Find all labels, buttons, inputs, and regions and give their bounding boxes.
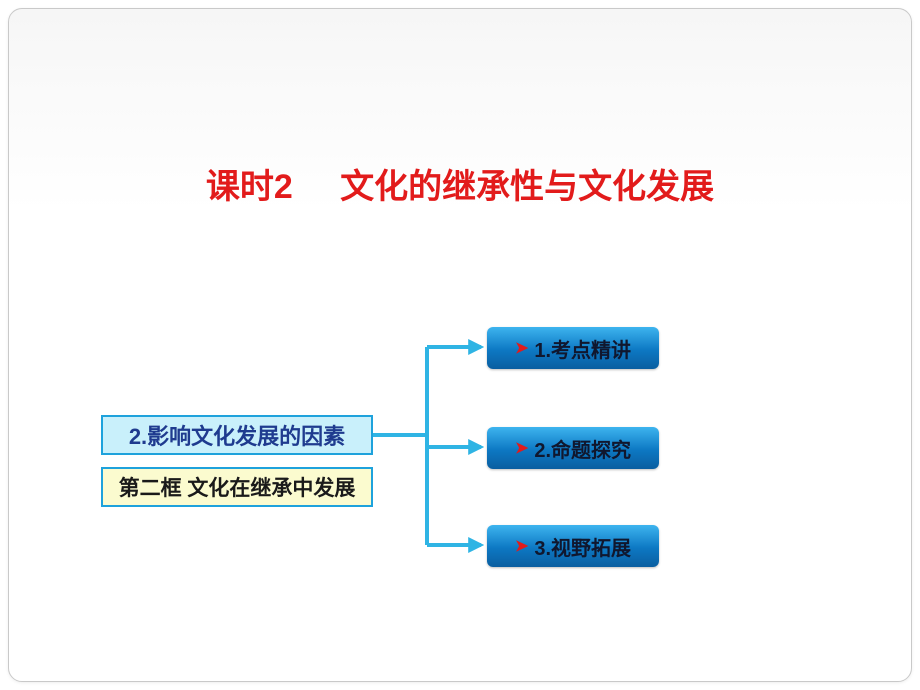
chevron-right-icon: ➤ [515, 438, 528, 458]
nav-button-problems[interactable]: ➤ 2.命题探究 [487, 427, 659, 469]
title-main: 文化的继承性与文化发展 [340, 168, 714, 206]
chevron-right-icon: ➤ [515, 536, 528, 556]
topic-box: 2.影响文化发展的因素 [101, 415, 373, 455]
slide-frame: 课时2 文化的继承性与文化发展 2.影响文化发展的因素 第二框 文化在继承中发展… [8, 8, 912, 682]
nav-button-vision[interactable]: ➤ 3.视野拓展 [487, 525, 659, 567]
nav-button-label: 3.视野拓展 [534, 532, 631, 561]
topic-box-label: 2.影响文化发展的因素 [129, 419, 345, 451]
slide-title: 课时2 文化的继承性与文化发展 [9, 159, 911, 208]
chevron-right-icon: ➤ [515, 338, 528, 358]
bracket-connector [373, 331, 481, 561]
section-box: 第二框 文化在继承中发展 [101, 467, 373, 507]
title-prefix: 课时2 [206, 168, 293, 206]
slide-container: 课时2 文化的继承性与文化发展 2.影响文化发展的因素 第二框 文化在继承中发展… [0, 0, 920, 690]
section-box-label: 第二框 文化在继承中发展 [119, 472, 356, 502]
nav-button-label: 2.命题探究 [534, 434, 631, 463]
nav-button-label: 1.考点精讲 [534, 334, 631, 363]
nav-button-keypoints[interactable]: ➤ 1.考点精讲 [487, 327, 659, 369]
